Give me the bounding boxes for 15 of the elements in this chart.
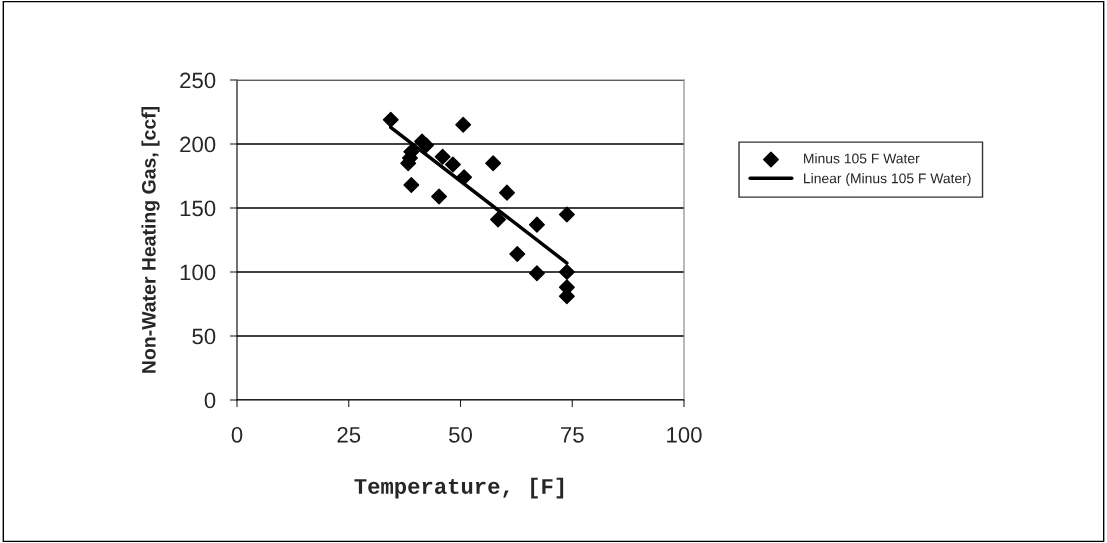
legend-label: Minus 105 F Water (804, 153, 920, 164)
x-tick-label: 25 (337, 426, 361, 443)
y-tick-label: 0 (204, 392, 216, 409)
x-tick-label: 75 (561, 427, 584, 443)
y-tick-label: 50 (192, 328, 216, 345)
y-tick-label: 200 (180, 136, 216, 153)
x-axis-title: Temperature, [F] (354, 477, 564, 499)
x-tick-label: 50 (449, 426, 472, 443)
y-axis-title: Non-Water Heating Gas, [ccf] (141, 106, 160, 373)
y-tick-label: 150 (180, 200, 216, 217)
legend-label: Linear (Minus 105 F Water) (804, 173, 971, 187)
y-tick-label: 250 (180, 72, 216, 89)
x-tick-label: 0 (231, 426, 243, 443)
y-tick-label: 100 (180, 264, 216, 281)
x-tick-label: 100 (667, 426, 702, 443)
